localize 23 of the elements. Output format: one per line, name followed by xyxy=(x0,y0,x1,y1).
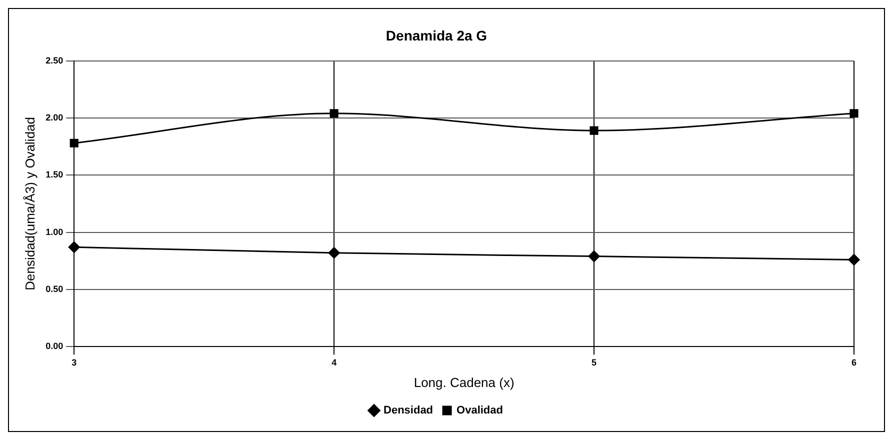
point xyxy=(590,126,598,135)
chart-title: Denamida 2a G xyxy=(386,27,488,44)
x-tick-label: 3 xyxy=(72,357,77,368)
x-axis-title: Long. Cadena (x) xyxy=(414,374,514,390)
point xyxy=(68,241,80,253)
y-axis-title: Densidad(uma/Å3) y Ovalidad xyxy=(22,116,38,290)
y-tick-label: 0.50 xyxy=(46,284,64,294)
y-tick-label: 0.00 xyxy=(46,341,64,352)
point xyxy=(850,109,858,118)
x-tick-label: 6 xyxy=(851,357,857,368)
point xyxy=(70,138,78,148)
point xyxy=(588,250,600,262)
y-tick-label: 2.00 xyxy=(46,112,64,122)
point xyxy=(848,254,860,266)
legend-label: Densidad xyxy=(384,404,434,417)
x-tick-label: 5 xyxy=(592,357,597,368)
y-tick-label: 1.50 xyxy=(46,170,64,180)
point xyxy=(328,247,340,259)
x-tick-label: 4 xyxy=(332,357,337,368)
y-tick-label: 2.50 xyxy=(46,55,64,66)
point xyxy=(330,109,338,118)
y-tick-label: 1.00 xyxy=(46,226,64,237)
legend-label: Ovalidad xyxy=(456,404,503,417)
